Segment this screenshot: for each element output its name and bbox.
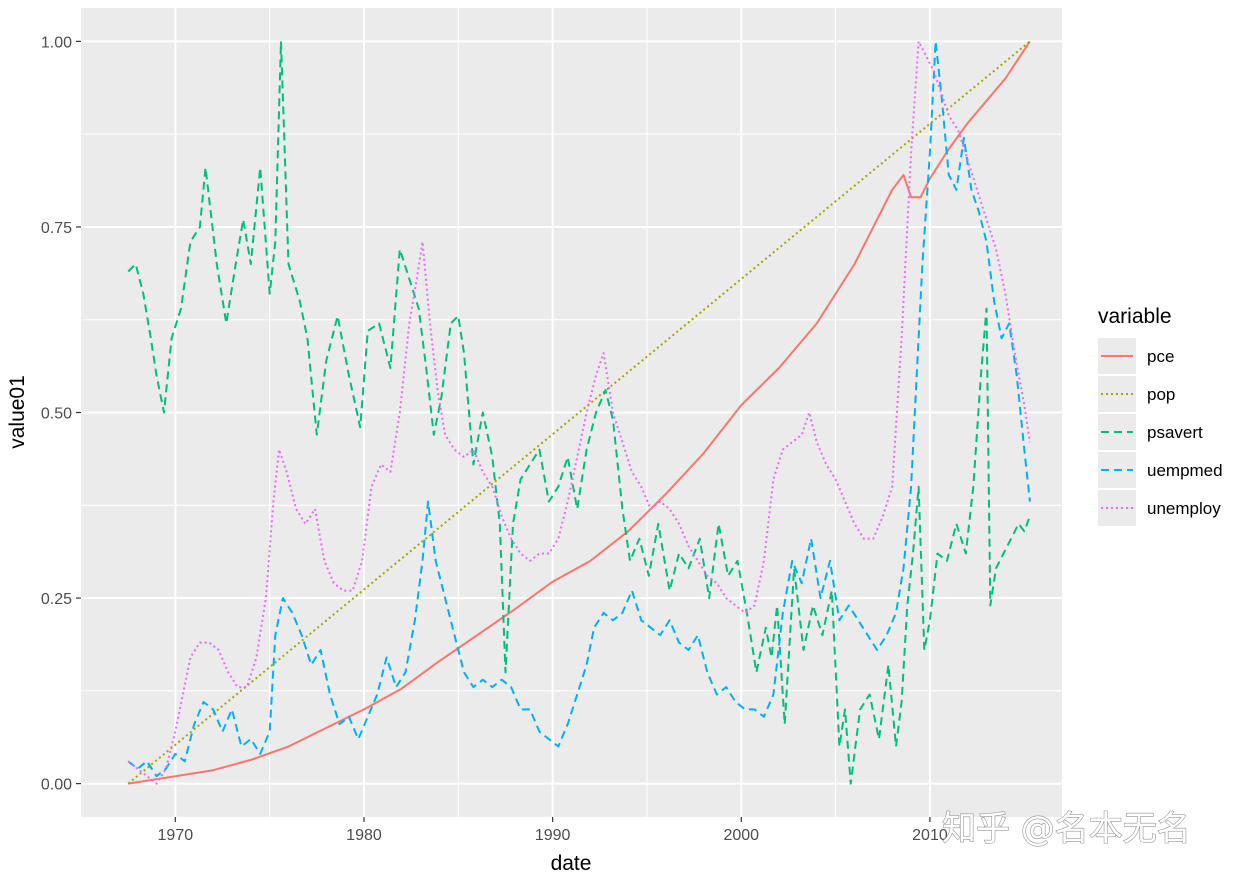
y-axis: 0.00 0.25 0.50 0.75 1.00 xyxy=(41,34,81,794)
y-tick-label: 0.25 xyxy=(41,591,72,608)
legend-label-uempmed: uempmed xyxy=(1147,461,1223,480)
y-tick-label: 0.75 xyxy=(41,220,72,237)
series-line-pce xyxy=(128,40,1031,785)
x-tick-label: 1970 xyxy=(158,827,194,844)
y-tick-label: 1.00 xyxy=(41,34,72,51)
y-tick-label: 0.50 xyxy=(41,406,72,423)
legend-label-pce: pce xyxy=(1147,347,1174,366)
x-axis-title: date xyxy=(551,852,592,875)
legend-label-psavert: psavert xyxy=(1147,423,1203,442)
series-line-psavert xyxy=(127,40,1031,785)
series-line-uempmed xyxy=(127,40,1031,778)
x-tick-label: 1980 xyxy=(346,827,382,844)
legend-label-pop: pop xyxy=(1147,385,1175,404)
series-line-unemploy xyxy=(127,40,1031,785)
x-axis: 1970 1980 1990 2000 2010 xyxy=(158,817,948,844)
x-tick-label: 2010 xyxy=(912,827,948,844)
major-gridlines xyxy=(81,8,1062,817)
x-tick-label: 2000 xyxy=(723,827,759,844)
y-tick-label: 0.00 xyxy=(41,777,72,794)
y-axis-title: value01 xyxy=(6,375,29,449)
x-tick-label: 1990 xyxy=(535,827,571,844)
legend-label-unemploy: unemploy xyxy=(1147,499,1221,518)
series-lines xyxy=(127,40,1031,785)
legend: variable pce pop psavert uempmed unemploy xyxy=(1098,305,1223,526)
legend-title: variable xyxy=(1098,305,1172,328)
watermark-text: 知乎 @名本无名 xyxy=(942,809,1191,849)
